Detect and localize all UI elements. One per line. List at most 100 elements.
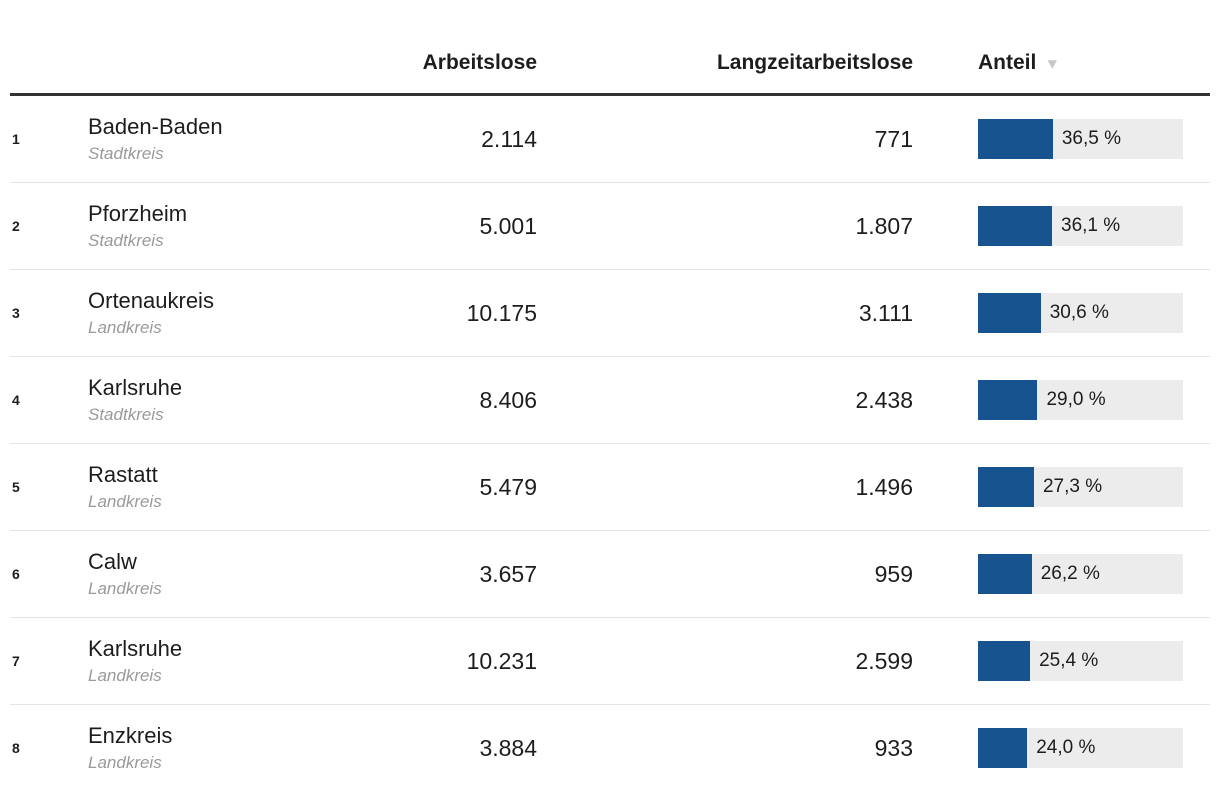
arbeitslose-value: 8.406 [479,386,537,413]
table-row: 2 Pforzheim Stadtkreis 5.001 1.807 36,1 … [10,183,1210,270]
unemployment-table: Arbeitslose Langzeitarbeitslose Anteil ▼ … [10,0,1210,791]
anteil-value-label: 26,2 % [1040,563,1100,584]
anteil-bar-track: 36,5 % [978,119,1183,159]
langzeitarbeitslose-value: 1.807 [855,212,913,239]
arbeitslose-value: 10.231 [466,647,537,674]
anteil-bar [978,554,1032,594]
anteil-bar [978,206,1052,246]
anteil-cell: 36,1 % [923,206,1210,246]
anteil-bar-track: 29,0 % [978,380,1183,420]
table-body: 1 Baden-Baden Stadtkreis 2.114 771 36,5 … [10,96,1210,791]
arbeitslose-value: 5.001 [479,212,537,239]
table-row: 1 Baden-Baden Stadtkreis 2.114 771 36,5 … [10,96,1210,183]
row-rank: 7 [12,653,20,669]
anteil-cell: 27,3 % [923,467,1210,507]
arbeitslose-value: 2.114 [481,125,537,152]
column-header-anteil-label: Anteil [978,51,1037,74]
anteil-cell: 29,0 % [923,380,1210,420]
district-name: Karlsruhe [88,636,183,662]
anteil-bar-track: 36,1 % [978,206,1183,246]
table-row: 7 Karlsruhe Landkreis 10.231 2.599 25,4 … [10,618,1210,705]
column-header-arbeitslose[interactable]: Arbeitslose [357,51,547,93]
district-type: Landkreis [88,491,162,511]
row-rank: 1 [12,131,20,147]
anteil-bar-track: 26,2 % [978,554,1183,594]
district-cell: Karlsruhe Landkreis [88,636,357,686]
anteil-bar [978,641,1031,681]
anteil-bar [978,119,1053,159]
column-header-langzeitarbeitslose[interactable]: Langzeitarbeitslose [547,51,923,93]
district-cell: Baden-Baden Stadtkreis [88,114,357,164]
arbeitslose-value: 3.657 [479,560,537,587]
district-name: Karlsruhe [88,375,183,401]
anteil-bar-track: 25,4 % [978,641,1183,681]
table-header-row: Arbeitslose Langzeitarbeitslose Anteil ▼ [10,0,1210,96]
table-row: 8 Enzkreis Landkreis 3.884 933 24,0 % [10,705,1210,791]
table-row: 4 Karlsruhe Stadtkreis 8.406 2.438 29,0 … [10,357,1210,444]
district-cell: Enzkreis Landkreis [88,723,357,773]
arbeitslose-value: 10.175 [466,299,537,326]
header-name-spacer [88,75,357,93]
district-type: Landkreis [88,317,162,337]
sort-desc-icon: ▼ [1044,56,1061,73]
langzeitarbeitslose-value: 1.496 [855,473,913,500]
anteil-bar [978,467,1034,507]
anteil-bar-track: 27,3 % [978,467,1183,507]
langzeitarbeitslose-value: 2.438 [855,386,913,413]
langzeitarbeitslose-value: 771 [874,125,913,152]
header-rank-spacer [10,75,88,93]
anteil-cell: 26,2 % [923,554,1210,594]
anteil-value-label: 29,0 % [1046,389,1106,410]
langzeitarbeitslose-value: 2.599 [855,647,913,674]
column-header-arbeitslose-label: Arbeitslose [422,51,537,74]
district-name: Calw [88,549,137,575]
arbeitslose-value: 5.479 [479,473,537,500]
anteil-value-label: 30,6 % [1049,302,1109,323]
district-cell: Karlsruhe Stadtkreis [88,375,357,425]
district-name: Enzkreis [88,723,173,749]
table-row: 6 Calw Landkreis 3.657 959 26,2 % [10,531,1210,618]
district-name: Rastatt [88,462,158,488]
district-type: Stadtkreis [88,230,164,250]
row-rank: 4 [12,392,20,408]
district-name: Pforzheim [88,201,188,227]
table-row: 5 Rastatt Landkreis 5.479 1.496 27,3 % [10,444,1210,531]
column-header-langzeitarbeitslose-label: Langzeitarbeitslose [716,51,913,74]
anteil-bar-track: 30,6 % [978,293,1183,333]
district-cell: Rastatt Landkreis [88,462,357,512]
anteil-bar [978,728,1028,768]
district-name: Baden-Baden [88,114,223,140]
row-rank: 3 [12,305,20,321]
anteil-value-label: 36,5 % [1061,128,1121,149]
column-header-anteil[interactable]: Anteil ▼ [923,51,1210,93]
district-cell: Calw Landkreis [88,549,357,599]
district-cell: Ortenaukreis Landkreis [88,288,357,338]
anteil-value-label: 27,3 % [1042,476,1103,497]
anteil-cell: 24,0 % [923,728,1210,768]
anteil-value-label: 24,0 % [1036,737,1096,758]
district-type: Stadtkreis [88,404,164,424]
district-type: Landkreis [88,578,162,598]
row-rank: 2 [12,218,20,234]
anteil-value-label: 25,4 % [1039,650,1099,671]
table-row: 3 Ortenaukreis Landkreis 10.175 3.111 30… [10,270,1210,357]
anteil-cell: 30,6 % [923,293,1210,333]
anteil-cell: 25,4 % [923,641,1210,681]
district-cell: Pforzheim Stadtkreis [88,201,357,251]
row-rank: 6 [12,566,20,582]
district-name: Ortenaukreis [88,288,214,314]
anteil-bar-track: 24,0 % [978,728,1183,768]
arbeitslose-value: 3.884 [479,734,537,761]
district-type: Stadtkreis [88,143,164,163]
row-rank: 5 [12,479,20,495]
anteil-value-label: 36,1 % [1061,215,1121,236]
anteil-cell: 36,5 % [923,119,1210,159]
langzeitarbeitslose-value: 3.111 [858,299,913,326]
langzeitarbeitslose-value: 959 [874,560,913,587]
anteil-bar [978,293,1041,333]
row-rank: 8 [12,740,20,756]
district-type: Landkreis [88,752,162,772]
district-type: Landkreis [88,665,162,685]
anteil-bar [978,380,1038,420]
langzeitarbeitslose-value: 933 [874,734,913,761]
